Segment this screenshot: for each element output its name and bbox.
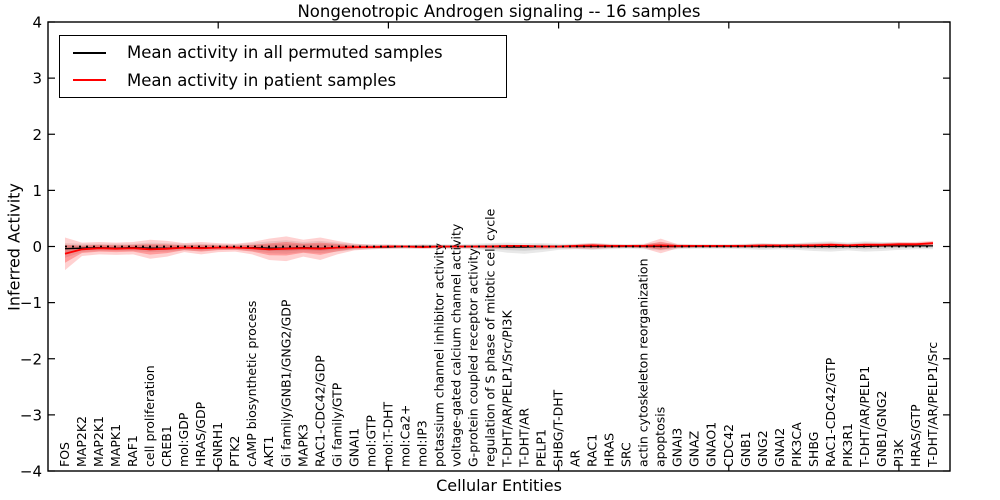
y-tick-label: 2 xyxy=(32,126,42,144)
x-tick-label: mol:Ca2+ xyxy=(397,405,412,467)
x-tick-label: RAC1-CDC42/GDP xyxy=(312,355,327,467)
legend-entry-permuted: Mean activity in all permuted samples xyxy=(73,43,506,62)
x-tick-label: RAF1 xyxy=(125,435,140,467)
x-tick-label: GNAI3 xyxy=(670,428,685,467)
x-tick-label: Gi family/GTP xyxy=(329,382,344,467)
x-tick-label: MAPK3 xyxy=(295,424,310,467)
x-tick-label: GNAZ xyxy=(687,431,702,467)
x-tick-label: SHBG xyxy=(806,432,821,467)
x-tick-label: T-DHT/AR/PELP1/Src xyxy=(925,342,940,468)
chart-title: Nongenotropic Androgen signaling -- 16 s… xyxy=(297,2,701,21)
y-tick-label: 0 xyxy=(32,238,42,256)
x-tick-label: RAC1 xyxy=(585,434,600,467)
x-tick-label: mol:T-DHT xyxy=(380,401,395,467)
legend-label-patient: Mean activity in patient samples xyxy=(127,70,397,90)
y-tick-label: −1 xyxy=(20,294,42,312)
x-tick-label: Gi family/GNB1/GNG2/GDP xyxy=(278,299,293,467)
x-tick-label: PIK3CA xyxy=(789,422,804,467)
x-tick-label: HRAS/GDP xyxy=(193,401,208,467)
x-tick-label: GNB1/GNG2 xyxy=(874,391,889,467)
x-tick-label: FOS xyxy=(57,442,72,467)
x-tick-label: CREB1 xyxy=(159,425,174,467)
x-tick-label: MAPK1 xyxy=(108,424,123,467)
legend-line-permuted-icon xyxy=(73,51,106,54)
x-tick-label: apoptosis xyxy=(653,407,668,467)
x-tick-label: AKT1 xyxy=(261,436,276,467)
x-tick-label: G-protein coupled receptor activity xyxy=(466,248,481,467)
patient-band-outer xyxy=(65,236,933,271)
y-axis-label: Inferred Activity xyxy=(4,183,24,311)
x-tick-label: GNAO1 xyxy=(704,422,719,467)
x-tick-label: HRAS xyxy=(602,433,617,467)
x-tick-label: PTK2 xyxy=(227,436,242,467)
x-tick-label: GNAI1 xyxy=(346,428,361,467)
legend-label-permuted: Mean activity in all permuted samples xyxy=(127,43,443,63)
x-tick-label: AR xyxy=(568,449,583,467)
x-tick-label: PI3K xyxy=(891,439,906,467)
x-tick-label: GNAI2 xyxy=(772,428,787,467)
x-tick-label: HRAS/GTP xyxy=(908,404,923,467)
x-tick-label: PIK3R1 xyxy=(840,423,855,467)
x-tick-label: GNB1 xyxy=(738,431,753,467)
x-tick-label: actin cytoskeleton reorganization xyxy=(636,258,651,467)
x-tick-label: MAP2K1 xyxy=(91,416,106,467)
x-axis-label: Cellular Entities xyxy=(436,476,562,495)
x-tick-label: RAC1-CDC42/GTP xyxy=(823,357,838,467)
x-tick-label: cell proliferation xyxy=(142,365,157,467)
x-tick-label: regulation of S phase of mitotic cell cy… xyxy=(483,208,498,467)
y-tick-label: 3 xyxy=(32,70,42,88)
x-tick-label: T-DHT/AR/PELP1/Src/PI3K xyxy=(500,310,515,468)
x-tick-label: T-DHT/AR/PELP1 xyxy=(857,366,872,468)
x-tick-label: SHBG/T-DHT xyxy=(551,389,566,467)
x-tick-label: mol:IP3 xyxy=(414,420,429,467)
x-tick-label: MAP2K2 xyxy=(74,416,89,467)
x-tick-label: CDC42 xyxy=(721,424,736,467)
y-tick-label: −2 xyxy=(20,350,42,368)
x-tick-label: potassium channel inhibitor activity xyxy=(431,242,446,467)
legend: Mean activity in all permuted samples Me… xyxy=(59,35,507,98)
x-tick-label: GNG2 xyxy=(755,430,770,467)
y-tick-label: −4 xyxy=(20,463,42,481)
x-tick-label: T-DHT/AR xyxy=(517,408,532,468)
legend-entry-patient: Mean activity in patient samples xyxy=(73,71,506,90)
legend-line-patient-icon xyxy=(73,79,106,82)
x-tick-label: mol:GTP xyxy=(363,415,378,467)
permuted-band-outer xyxy=(65,240,933,258)
x-tick-label: mol:GDP xyxy=(176,412,191,467)
x-tick-label: SRC xyxy=(619,442,634,467)
x-tick-label: PELP1 xyxy=(534,429,549,467)
y-tick-label: 1 xyxy=(32,182,42,200)
x-tick-label: cAMP biosynthetic process xyxy=(244,301,259,467)
y-tick-label: −3 xyxy=(20,406,42,424)
y-tick-label: 4 xyxy=(32,14,42,32)
x-tick-label: GNRH1 xyxy=(210,422,225,467)
x-tick-label: voltage-gated calcium channel activity xyxy=(449,223,464,467)
